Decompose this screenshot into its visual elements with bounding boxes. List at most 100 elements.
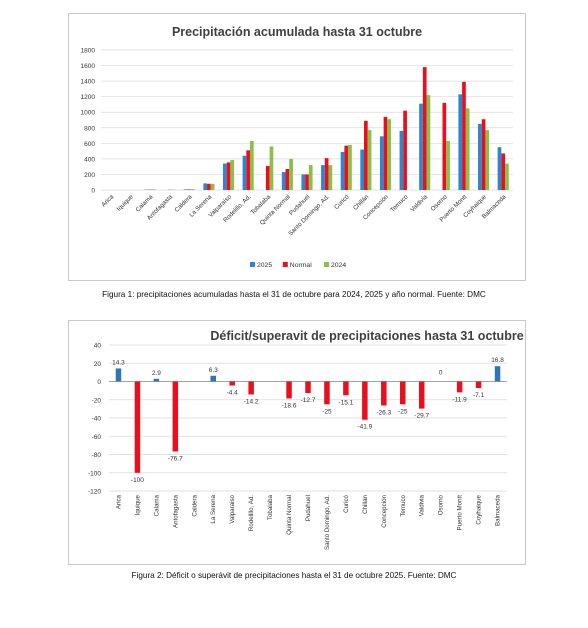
x-tick-label: Valdivia bbox=[419, 494, 426, 516]
x-tick-label: Calama bbox=[153, 494, 160, 516]
bar-2025 bbox=[183, 189, 188, 190]
bar-2025 bbox=[242, 155, 247, 190]
bar-Normal bbox=[481, 119, 486, 190]
y-tick-label: -20 bbox=[92, 397, 102, 404]
bar bbox=[210, 375, 216, 382]
y-tick-label: 1200 bbox=[81, 94, 96, 101]
y-tick-label: 40 bbox=[94, 343, 102, 350]
bar-Normal bbox=[344, 145, 349, 190]
bar-2024 bbox=[191, 189, 195, 190]
legend-label: Normal bbox=[290, 262, 312, 269]
data-label: -15.1 bbox=[338, 399, 353, 406]
x-tick-label: Curicó bbox=[343, 494, 350, 512]
y-tick-label: -60 bbox=[92, 434, 102, 441]
legend-label: 2025 bbox=[257, 262, 272, 269]
y-tick-label: 1400 bbox=[81, 79, 96, 86]
data-label: -4.4 bbox=[227, 390, 239, 397]
bar-Normal bbox=[265, 165, 270, 190]
data-label: -25 bbox=[322, 408, 332, 415]
bar-2025 bbox=[458, 94, 463, 190]
bar-Normal bbox=[226, 162, 231, 190]
bar-2024 bbox=[446, 141, 450, 190]
x-tick-label: Santo Domingo, Ad. bbox=[324, 495, 331, 550]
bar bbox=[134, 381, 141, 473]
bar-2024 bbox=[269, 146, 274, 190]
legend-swatch-2024 bbox=[324, 262, 329, 267]
x-tick-label: Coyhaique bbox=[476, 494, 483, 524]
y-tick-label: 20 bbox=[94, 361, 102, 368]
x-tick-label: Antofagasta bbox=[172, 494, 179, 528]
y-tick-label: 1600 bbox=[81, 63, 96, 70]
bar bbox=[362, 381, 368, 420]
bar-Normal bbox=[462, 81, 466, 190]
data-label: -26.3 bbox=[376, 409, 391, 416]
x-tick-label: Rodelillo, Ad. bbox=[248, 495, 255, 531]
data-label: -100 bbox=[131, 477, 144, 484]
bar-2025 bbox=[478, 123, 482, 190]
x-tick-label: Iquique bbox=[116, 193, 136, 213]
bar-2024 bbox=[151, 189, 156, 190]
bar-2024 bbox=[210, 183, 215, 190]
bar-Normal bbox=[285, 169, 290, 190]
bar-2025 bbox=[222, 163, 227, 190]
y-tick-label: 200 bbox=[84, 172, 95, 179]
data-label: 0 bbox=[439, 370, 443, 377]
y-tick-label: 600 bbox=[84, 141, 95, 148]
data-label: 2.9 bbox=[152, 370, 161, 377]
bar bbox=[456, 381, 463, 393]
bar bbox=[153, 378, 160, 382]
bar-2025 bbox=[379, 136, 384, 190]
data-label: -41.9 bbox=[357, 424, 372, 431]
bar-2025 bbox=[281, 172, 286, 190]
x-tick-label: Temuco bbox=[400, 494, 407, 516]
bar-2024 bbox=[465, 108, 470, 190]
bar-2025 bbox=[497, 147, 502, 190]
bar-Normal bbox=[246, 150, 250, 190]
bar bbox=[248, 381, 254, 395]
bar bbox=[172, 381, 179, 452]
data-label: -25 bbox=[398, 408, 408, 415]
bar-2025 bbox=[301, 174, 306, 190]
x-tick-label: Iquique bbox=[134, 494, 141, 515]
x-tick-label: Valparaiso bbox=[229, 494, 236, 523]
bar bbox=[229, 381, 235, 386]
x-tick-label: Valdivia bbox=[409, 193, 429, 213]
legend: 2025 Normal 2024 bbox=[250, 262, 346, 269]
x-tick-label: Arica bbox=[115, 494, 122, 509]
bar-Normal bbox=[364, 120, 368, 190]
bar-2025 bbox=[419, 103, 423, 190]
y-tick-label: 400 bbox=[84, 156, 95, 163]
bar-2025 bbox=[321, 165, 325, 190]
legend-label: 2024 bbox=[331, 262, 346, 269]
chart-deficit-panel: Déficit/superavit de precipitaciones has… bbox=[68, 320, 526, 565]
bar-2024 bbox=[348, 144, 352, 190]
bar-2025 bbox=[399, 130, 404, 190]
bar bbox=[324, 381, 330, 405]
bar-Normal bbox=[442, 102, 447, 190]
legend-swatch-2025 bbox=[250, 262, 255, 267]
x-tick-label: Puerto Montt bbox=[457, 495, 464, 531]
bar bbox=[115, 368, 122, 382]
chart-title: Precipitación acumulada hasta 31 octubre bbox=[172, 25, 422, 39]
x-tick-label: Chillán bbox=[362, 494, 369, 513]
bar-2024 bbox=[485, 130, 490, 190]
x-tick-label: Arica bbox=[100, 193, 115, 208]
bar-2024 bbox=[308, 165, 313, 190]
x-tick-label: La Serena bbox=[210, 494, 217, 523]
data-label: 14.3 bbox=[112, 359, 125, 366]
data-label: -76.7 bbox=[168, 455, 183, 462]
deficit-chart: Déficit/superavit de precipitaciones has… bbox=[88, 329, 524, 550]
data-label: -12.7 bbox=[301, 397, 316, 404]
data-label: -18.6 bbox=[282, 402, 297, 409]
bar-2025 bbox=[340, 151, 345, 190]
bar bbox=[286, 381, 292, 399]
bar bbox=[400, 381, 406, 405]
x-tick-label: Quinta Normal bbox=[286, 495, 293, 535]
y-tick-label: -80 bbox=[92, 452, 102, 459]
y-tick-label: 0 bbox=[97, 379, 101, 386]
figure-2-caption: Figura 2: Déficit o superávit de precipi… bbox=[131, 571, 457, 580]
x-tick-label: Concepción bbox=[381, 494, 388, 527]
y-tick-label: 0 bbox=[91, 188, 95, 195]
bar-2024 bbox=[289, 158, 293, 190]
bar bbox=[418, 381, 425, 409]
